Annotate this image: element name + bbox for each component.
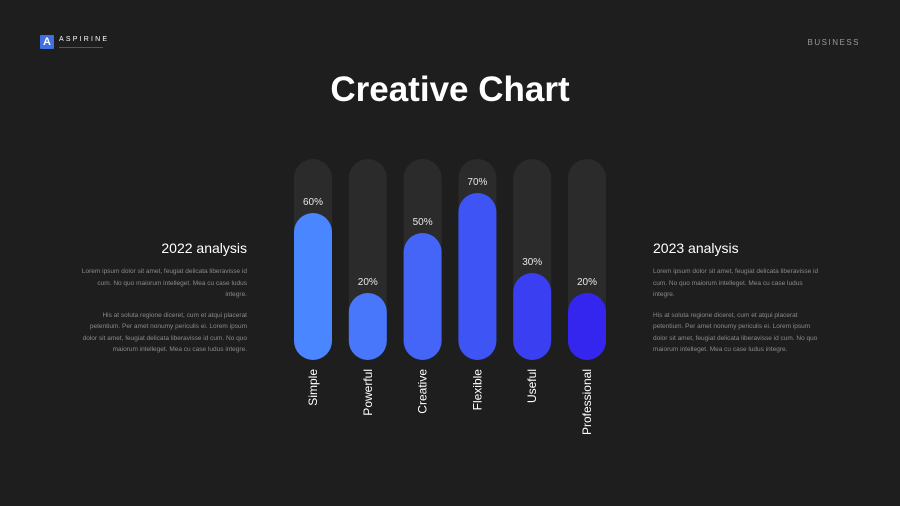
left-paragraph-1: Lorem ipsum dolor sit amet, feugiat deli… bbox=[81, 268, 247, 298]
category-label-creative: Creative bbox=[416, 369, 430, 414]
right-paragraph-2: His at soluta regione diceret, cum et at… bbox=[653, 311, 818, 354]
brand-text: ASPIRINE bbox=[59, 36, 109, 48]
category-label-flexible: Flexible bbox=[470, 369, 484, 411]
category-label-professional: Professional bbox=[580, 369, 594, 435]
section-label: BUSINESS bbox=[807, 38, 860, 47]
bar-powerful bbox=[348, 293, 387, 360]
category-label-useful: Useful bbox=[525, 369, 539, 403]
left-heading: 2022 analysis bbox=[161, 240, 247, 256]
right-panel: 2023 analysis Lorem ipsum dolor sit amet… bbox=[653, 240, 823, 365]
data-label-flexible: 70% bbox=[467, 177, 487, 188]
right-paragraph-1: Lorem ipsum dolor sit amet, feugiat deli… bbox=[653, 268, 819, 298]
page-title: Creative Chart bbox=[330, 70, 570, 109]
category-label-simple: Simple bbox=[306, 369, 320, 406]
left-paragraph-2: His at soluta regione diceret, cum et at… bbox=[82, 311, 247, 354]
data-label-useful: 30% bbox=[522, 257, 542, 268]
right-heading: 2023 analysis bbox=[653, 240, 739, 256]
bar-professional bbox=[568, 293, 606, 360]
brand-underline bbox=[59, 47, 103, 48]
bar-useful bbox=[513, 273, 552, 360]
bar-simple bbox=[294, 213, 332, 360]
brand-name: ASPIRINE bbox=[59, 36, 110, 43]
category-label-powerful: Powerful bbox=[361, 369, 375, 416]
data-label-powerful: 20% bbox=[358, 277, 378, 288]
data-label-professional: 20% bbox=[577, 277, 597, 288]
bar-creative bbox=[403, 233, 442, 360]
left-panel: 2022 analysis Lorem ipsum dolor sit amet… bbox=[77, 240, 247, 365]
data-label-creative: 50% bbox=[413, 217, 433, 228]
logo-a-icon: A bbox=[40, 35, 54, 49]
bar-flexible bbox=[458, 193, 497, 360]
data-label-simple: 60% bbox=[303, 197, 323, 208]
brand-logo: A ASPIRINE bbox=[40, 35, 109, 49]
